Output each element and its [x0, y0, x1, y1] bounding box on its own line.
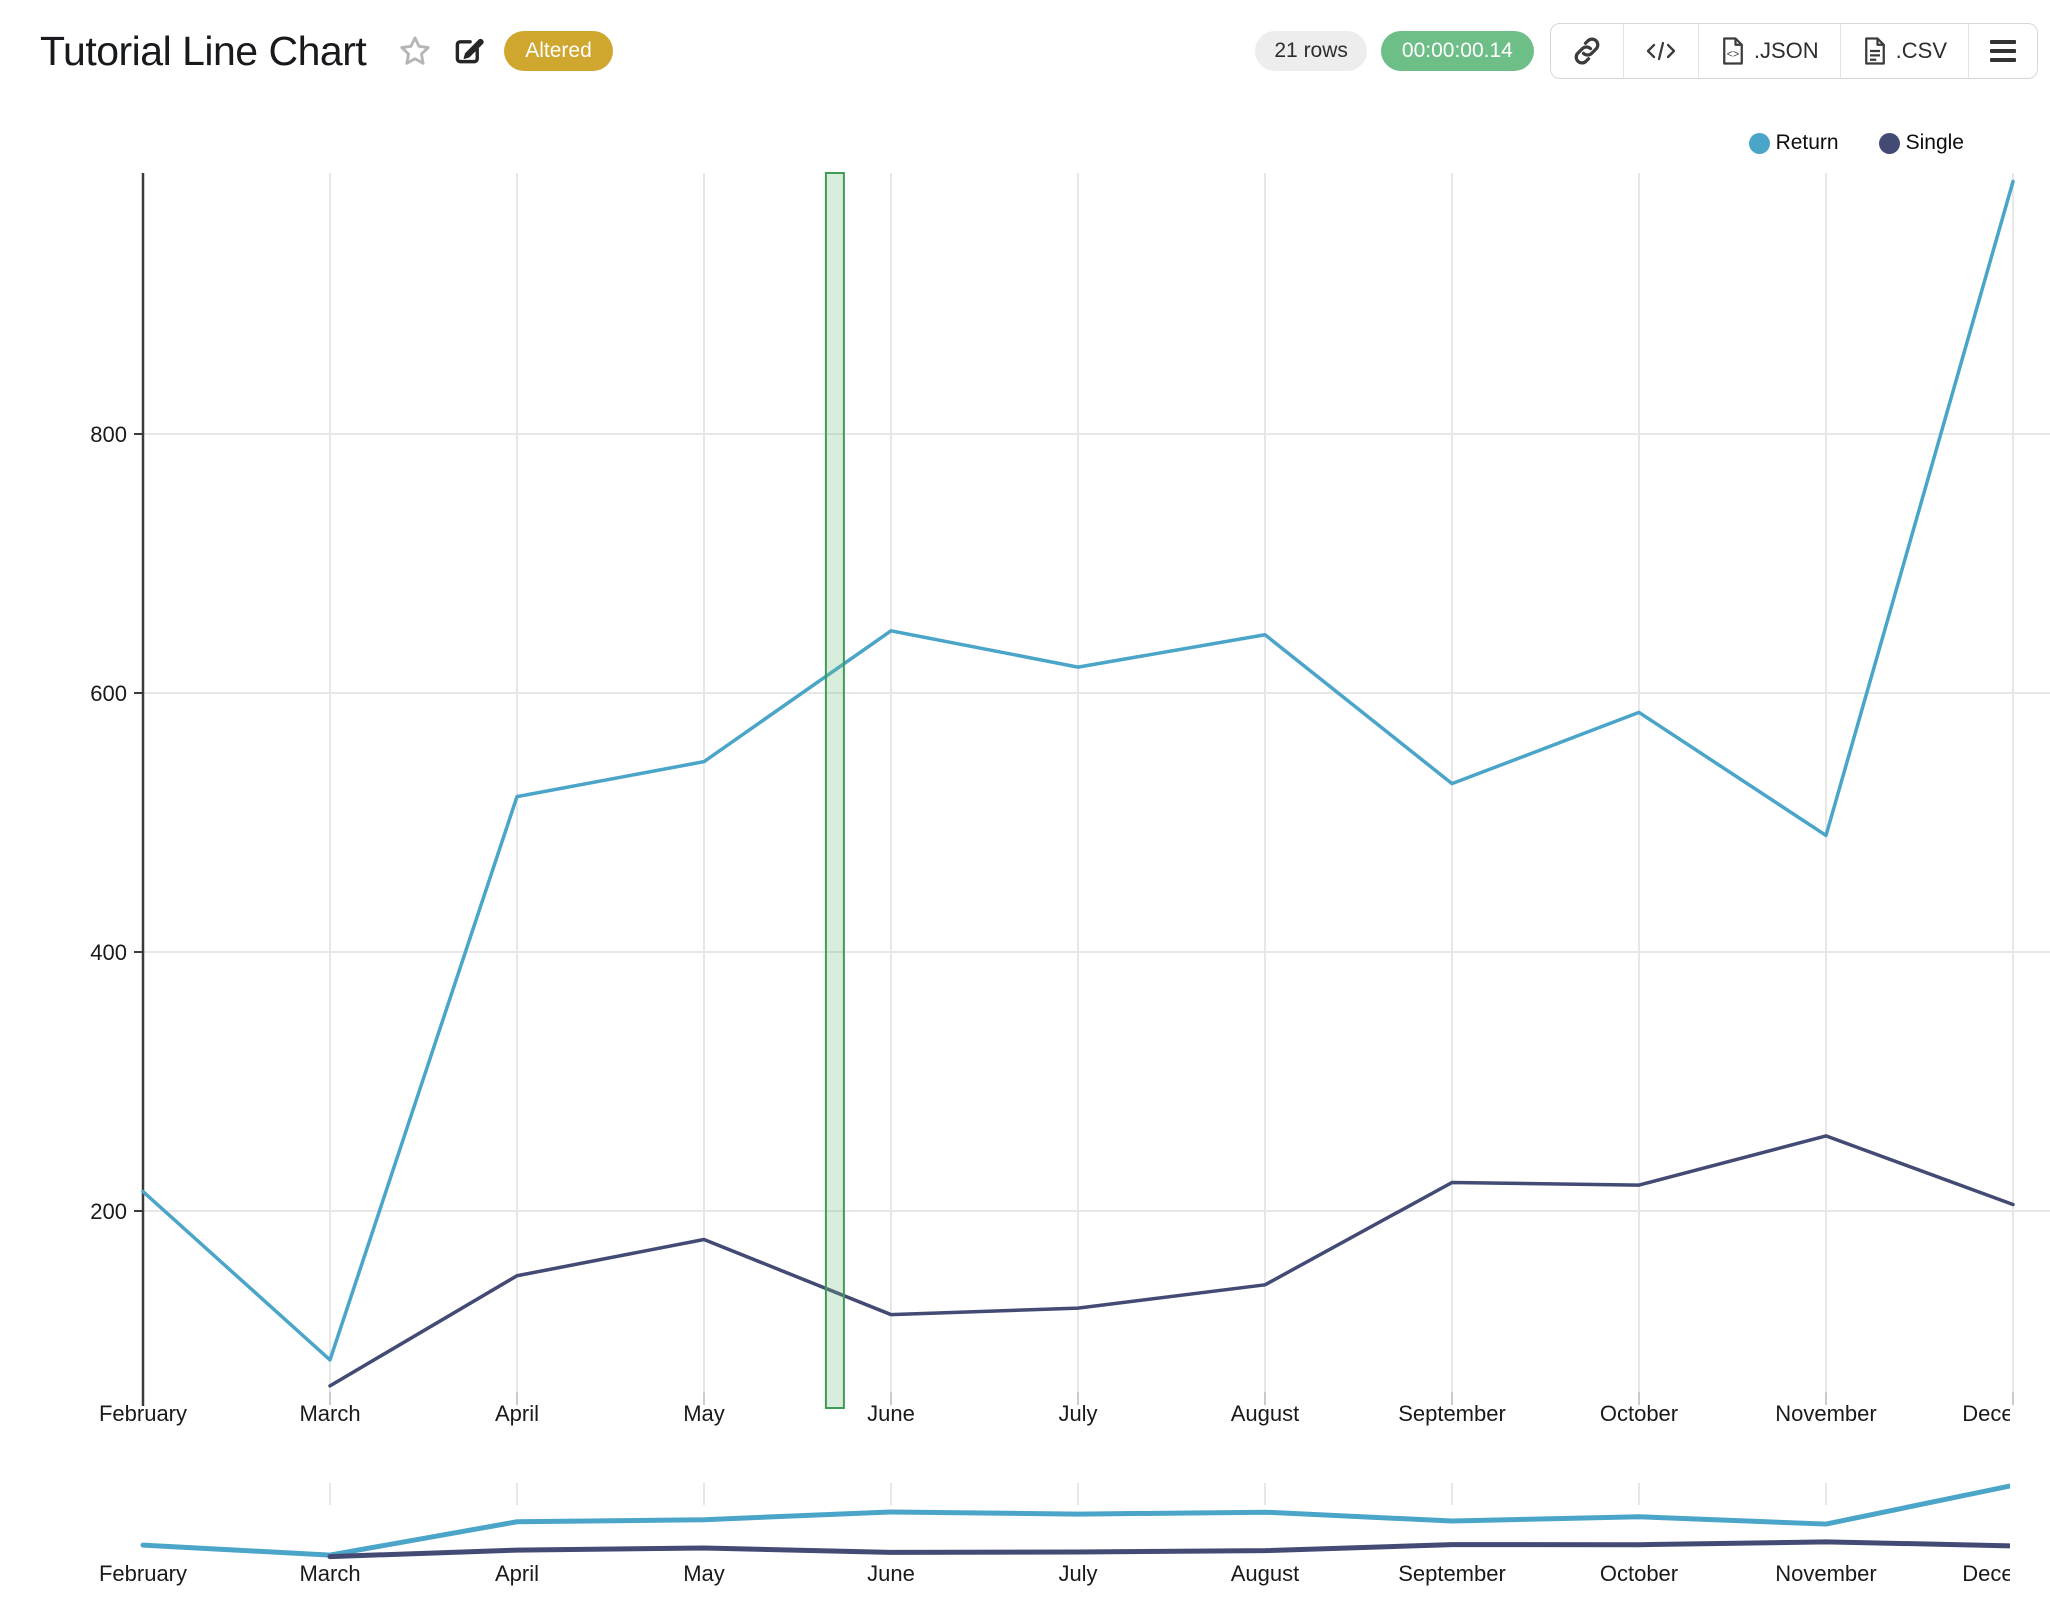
y-axis-tick-label: 800 [90, 422, 127, 447]
legend-item-single[interactable]: Single [1878, 131, 1964, 155]
return-series-dot [1748, 132, 1770, 154]
x-axis-labels: February March April May June July August Septe… [99, 1401, 2050, 1426]
altered-badge: Altered [504, 31, 613, 71]
x-axis-label: March [299, 1401, 360, 1426]
legend-label-single: Single [1905, 131, 1964, 154]
row-count-badge: 21 rows [1255, 31, 1367, 71]
highlight-band [824, 172, 845, 1409]
embed-code-button[interactable] [1622, 24, 1698, 78]
chart-legend: Return Single [1748, 131, 1964, 155]
legend-label-return: Return [1775, 131, 1839, 154]
star-icon [400, 36, 430, 65]
export-csv-label: .CSV [1895, 38, 1947, 63]
navigator-x-label: February [99, 1561, 187, 1586]
navigator-x-label: March [299, 1561, 360, 1586]
y-axis-tick-label: 600 [90, 681, 127, 706]
favorite-star-button[interactable] [397, 33, 433, 69]
single-series-dot [1878, 132, 1900, 154]
share-link-button[interactable] [1551, 24, 1623, 78]
export-toolbar: <> .JSON .CSV [1549, 23, 2038, 79]
navigator-return-line [140, 1483, 2010, 1558]
navigator-x-label: November [1775, 1561, 1876, 1586]
x-axis-label: June [867, 1401, 915, 1426]
series-lines [141, 179, 2015, 1388]
navigator-x-label: July [1058, 1561, 1097, 1586]
page-title: Tutorial Line Chart [40, 27, 367, 74]
x-axis-label: November [1775, 1401, 1876, 1426]
y-axis-tick-label: 400 [90, 940, 127, 965]
svg-text:<>: <> [1727, 48, 1739, 60]
navigator-x-label: September [1398, 1561, 1506, 1586]
menu-button[interactable] [1968, 24, 2037, 78]
hamburger-icon [1990, 40, 2016, 62]
x-axis-label: April [495, 1401, 539, 1426]
export-json-button[interactable]: <> .JSON [1697, 24, 1840, 78]
return-line [141, 179, 2015, 1362]
navigator-x-label: December [1962, 1561, 2050, 1586]
export-csv-button[interactable]: .CSV [1839, 24, 1968, 78]
x-axis-label: May [683, 1401, 725, 1426]
x-axis-label: December [1962, 1401, 2050, 1426]
file-json-icon: <> [1722, 37, 1743, 65]
link-icon [1574, 37, 1600, 65]
navigator-single-line [327, 1539, 2010, 1560]
navigator-x-label: April [495, 1561, 539, 1586]
export-json-label: .JSON [1753, 38, 1819, 63]
query-timer-badge: 00:00:00.14 [1380, 31, 1534, 71]
legend-item-return[interactable]: Return [1748, 131, 1839, 155]
gridlines [143, 173, 2050, 1392]
edit-button[interactable] [451, 34, 485, 68]
y-axis-tick-label: 200 [90, 1199, 127, 1224]
header: Tutorial Line Chart Altered 21 rows 00:0… [0, 0, 2050, 88]
navigator-x-label: May [683, 1561, 725, 1586]
single-line [328, 1134, 2015, 1388]
file-csv-icon [1864, 37, 1885, 65]
x-axis-label: September [1398, 1401, 1506, 1426]
x-axis-label: February [99, 1401, 187, 1426]
navigator-chart: February March April May June July August Septe… [99, 1483, 2050, 1586]
code-icon [1646, 41, 1675, 61]
x-axis-label: July [1058, 1401, 1097, 1426]
y-axis: 200 400 600 800 [90, 173, 2014, 1406]
navigator-x-label: June [867, 1561, 915, 1586]
edit-pencil-icon [455, 38, 484, 64]
x-axis-label: August [1231, 1401, 1300, 1426]
navigator-x-label: October [1600, 1561, 1678, 1586]
x-axis-label: October [1600, 1401, 1678, 1426]
navigator-x-label: August [1231, 1561, 1300, 1586]
